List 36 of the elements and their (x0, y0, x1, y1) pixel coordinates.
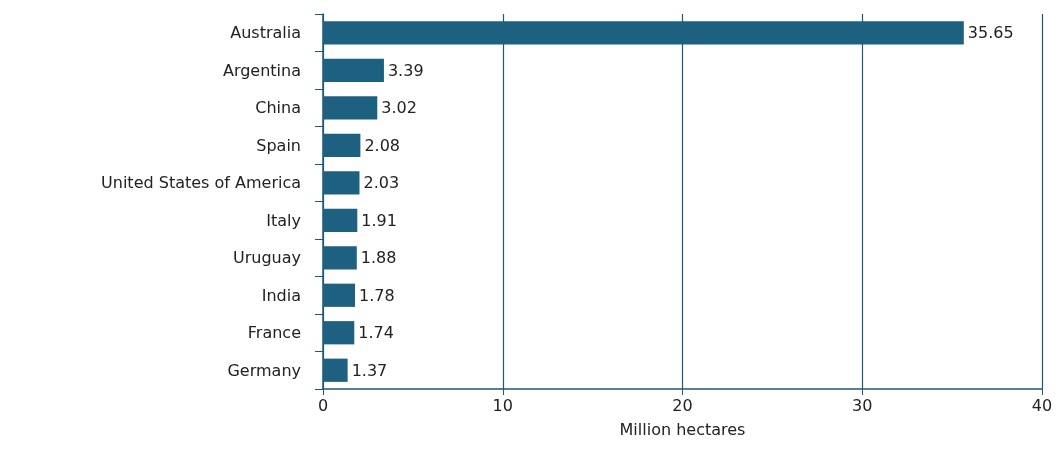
data-label: 1.37 (351, 360, 388, 380)
y-tick-label: France (247, 323, 301, 343)
bar (323, 171, 360, 195)
y-tick-label: Italy (266, 210, 301, 230)
bar (323, 246, 357, 270)
y-tick-label: Germany (227, 360, 301, 380)
x-axis-title: Million hectares (619, 419, 746, 439)
bar (323, 358, 348, 382)
data-label: 35.65 (967, 23, 1014, 43)
bar (323, 96, 378, 120)
bar (323, 21, 964, 45)
bar (323, 133, 361, 157)
y-tick-label: Argentina (222, 60, 301, 80)
x-tick-label: 10 (492, 395, 513, 415)
y-tick-label: Australia (230, 23, 301, 43)
y-tick-label: Spain (256, 135, 301, 155)
data-label: 1.78 (359, 285, 395, 305)
y-tick-label: India (261, 285, 301, 305)
data-label: 2.03 (363, 173, 400, 193)
data-label: 2.08 (364, 135, 401, 155)
x-tick-label: 20 (672, 395, 693, 415)
x-tick-label: 40 (1031, 395, 1053, 415)
bar (323, 58, 384, 82)
y-tick-label: United States of America (101, 173, 301, 193)
x-tick-label: 30 (852, 395, 873, 415)
data-label: 3.39 (387, 60, 424, 80)
bar (323, 283, 355, 307)
x-tick-label: 0 (317, 395, 329, 415)
data-label: 1.88 (360, 248, 397, 268)
y-tick-label: China (255, 98, 301, 118)
data-label: 1.91 (361, 210, 397, 230)
y-tick-label: Uruguay (233, 248, 301, 268)
data-label: 3.02 (381, 98, 417, 118)
data-label: 1.74 (358, 323, 394, 343)
bar (323, 208, 358, 232)
bar (323, 321, 355, 345)
